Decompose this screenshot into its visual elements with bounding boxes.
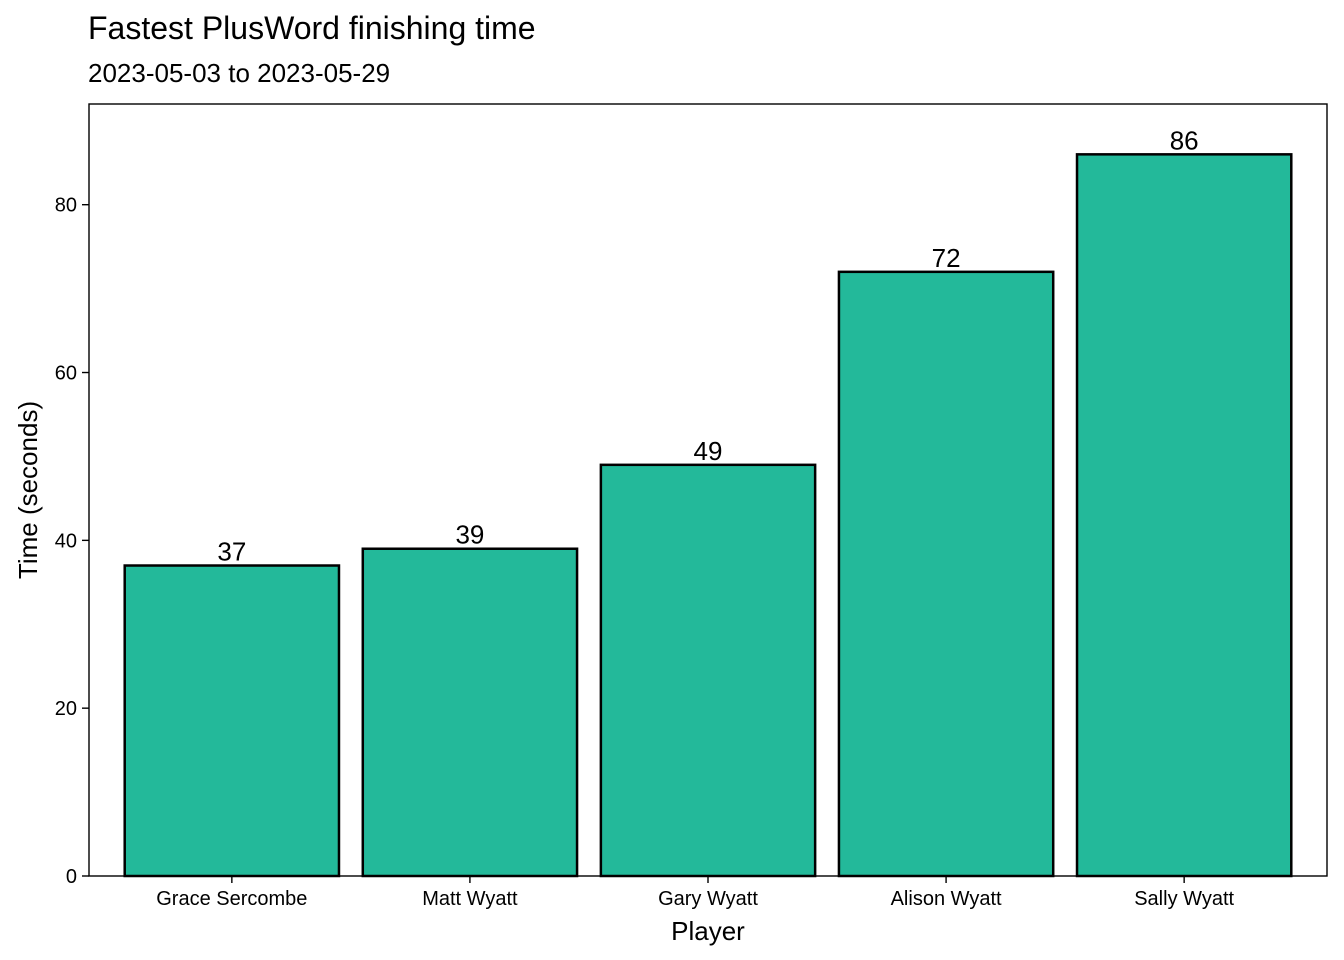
bar (361, 547, 579, 878)
x-tick-label: Sally Wyatt (1134, 888, 1234, 910)
bar-value-label: 72 (932, 243, 961, 273)
y-tick-label: 40 (55, 530, 77, 552)
x-axis-title: Player (671, 916, 745, 946)
bar-value-label: 37 (217, 537, 246, 567)
bar-value-label: 39 (455, 520, 484, 550)
bar-value-label: 49 (694, 436, 723, 466)
bars-layer (123, 153, 1293, 878)
y-axis: 0 20 40 60 80 (55, 195, 89, 888)
y-tick-label: 80 (55, 195, 77, 217)
bar-value-label: 86 (1170, 125, 1199, 155)
bar (599, 463, 817, 878)
data-labels-layer: 37 39 49 72 86 (217, 125, 1198, 566)
chart-subtitle: 2023-05-03 to 2023-05-29 (88, 58, 391, 88)
y-tick-label: 0 (66, 866, 77, 888)
bar (1075, 153, 1293, 878)
y-axis-title: Time (seconds) (13, 401, 43, 579)
x-tick-label: Grace Sercombe (156, 888, 307, 910)
x-tick-label: Matt Wyatt (422, 888, 518, 910)
x-tick-label: Gary Wyatt (658, 888, 758, 910)
x-axis: Grace Sercombe Matt Wyatt Gary Wyatt Alison… (156, 876, 1235, 910)
bar (123, 564, 341, 878)
bar (837, 270, 1055, 878)
x-tick-label: Alison Wyatt (891, 888, 1002, 910)
chart-title: Fastest PlusWord finishing time (88, 10, 536, 46)
y-tick-label: 20 (55, 698, 77, 720)
y-tick-label: 60 (55, 363, 77, 385)
